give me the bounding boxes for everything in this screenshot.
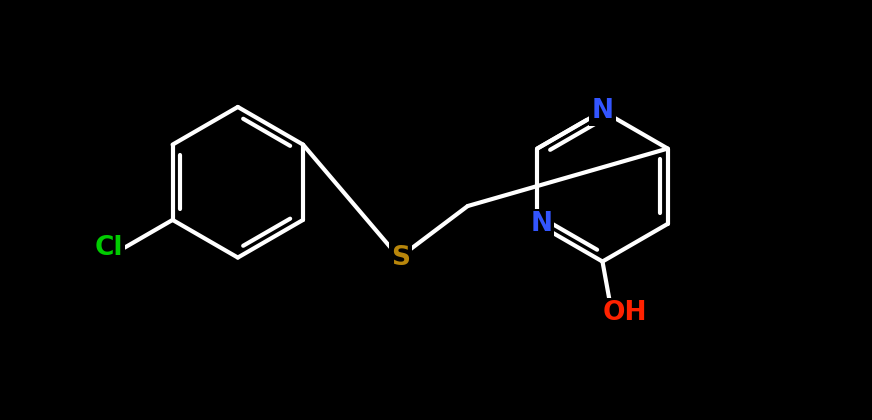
Text: S: S <box>391 244 410 270</box>
Text: Cl: Cl <box>94 235 123 261</box>
Text: N: N <box>591 98 614 124</box>
Text: OH: OH <box>603 300 647 326</box>
Text: N: N <box>530 211 552 237</box>
